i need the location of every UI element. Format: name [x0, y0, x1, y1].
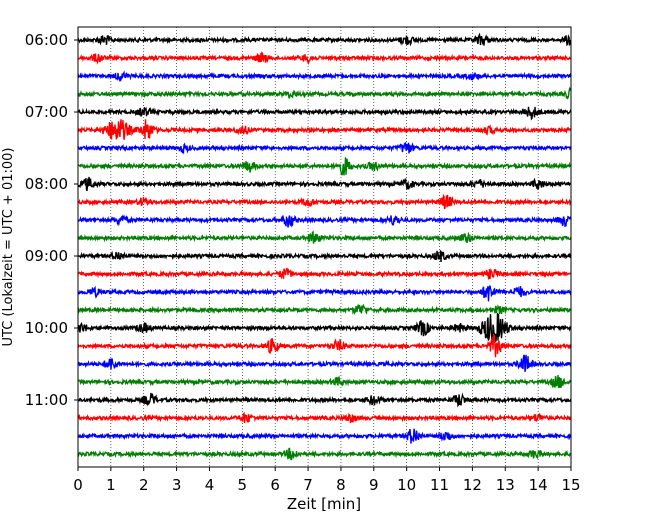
y-tick-label: 11:00 — [25, 391, 68, 409]
x-tick-label: 5 — [238, 476, 248, 494]
trace-0945 — [77, 303, 572, 316]
trace-0615 — [77, 51, 572, 65]
x-tick-label: 15 — [561, 476, 580, 494]
trace-0930 — [77, 285, 572, 302]
x-tick-label: 11 — [430, 476, 449, 494]
grid-lines — [110, 27, 539, 467]
x-axis-title: Zeit [min] — [287, 495, 361, 513]
trace-0830 — [77, 214, 572, 228]
trace-0730 — [77, 142, 572, 155]
trace-1115 — [77, 411, 572, 424]
trace-layer — [77, 32, 572, 461]
trace-1145 — [77, 447, 572, 461]
x-tick-label: 8 — [336, 476, 346, 494]
y-tick-label: 10:00 — [25, 319, 68, 337]
trace-0645 — [77, 86, 572, 100]
trace-1045 — [77, 374, 572, 389]
trace-0845 — [77, 230, 572, 244]
x-tick-label: 12 — [463, 476, 482, 494]
trace-1130 — [77, 428, 572, 444]
x-tick-label: 1 — [106, 476, 116, 494]
x-tick-label: 0 — [73, 476, 83, 494]
trace-0715 — [77, 119, 572, 140]
y-tick-label: 08:00 — [25, 175, 68, 193]
x-tick-label: 3 — [172, 476, 182, 494]
y-tick-label: 09:00 — [25, 247, 68, 265]
trace-0600 — [77, 32, 572, 47]
x-tick-label: 14 — [529, 476, 548, 494]
x-tick-label: 7 — [303, 476, 313, 494]
trace-1100 — [77, 392, 572, 408]
trace-0815 — [77, 193, 572, 210]
trace-0900 — [77, 250, 572, 263]
trace-0630 — [77, 70, 572, 82]
trace-1030 — [77, 354, 572, 372]
trace-1015 — [77, 334, 572, 358]
y-axis-title: UTC (Lokalzeit = UTC + 01:00) — [1, 148, 16, 347]
x-tick-label: 4 — [205, 476, 215, 494]
x-tick-label: 6 — [270, 476, 280, 494]
x-tick-label: 10 — [397, 476, 416, 494]
x-tick-label: 13 — [496, 476, 515, 494]
trace-0700 — [77, 106, 572, 121]
x-tick-label: 2 — [139, 476, 149, 494]
y-tick-label: 06:00 — [25, 31, 68, 49]
y-tick-label: 07:00 — [25, 103, 68, 121]
x-tick-label: 9 — [369, 476, 379, 494]
plot-frame — [77, 26, 572, 468]
trace-1000 — [77, 313, 572, 345]
trace-0800 — [77, 176, 572, 192]
trace-0915 — [77, 267, 572, 280]
y-axis: 06:00 07:00 08:00 09:00 10:00 11:00 — [25, 31, 78, 409]
trace-0745 — [77, 157, 572, 176]
x-axis: 0 1 2 3 4 5 6 7 8 9 10 11 12 13 14 15 — [73, 467, 581, 494]
